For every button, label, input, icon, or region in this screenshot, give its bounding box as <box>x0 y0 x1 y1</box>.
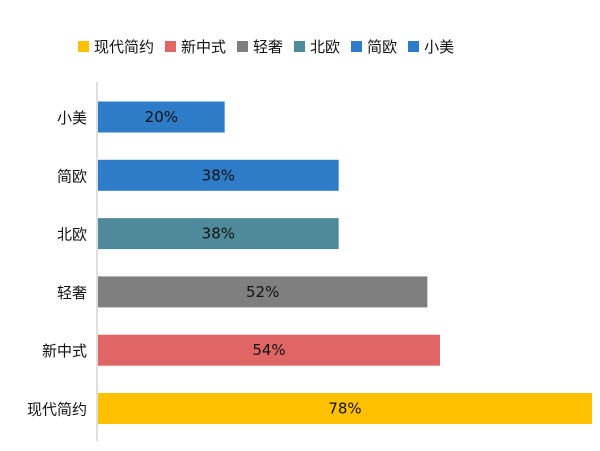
bar-value-label: 38% <box>202 225 235 243</box>
bar <box>98 159 339 191</box>
legend-swatch <box>294 41 306 52</box>
legend-item: 北欧 <box>294 36 340 57</box>
bar <box>98 276 428 308</box>
legend-label: 小美 <box>424 38 455 56</box>
legend-item: 新中式 <box>165 36 226 57</box>
legend-swatch <box>78 41 89 52</box>
category-tick-label: 新中式 <box>42 342 87 360</box>
bar <box>98 218 339 250</box>
legend-label: 北欧 <box>310 38 341 56</box>
legend-label: 简欧 <box>367 38 398 56</box>
category-tick-label: 简欧 <box>57 167 87 185</box>
bar <box>98 393 592 424</box>
legend-label: 轻奢 <box>253 38 284 56</box>
legend-item: 轻奢 <box>237 36 283 57</box>
category-tick-label: 北欧 <box>57 226 87 244</box>
bar-value-label: 54% <box>252 341 285 359</box>
bar-value-label: 78% <box>328 400 361 418</box>
bar <box>98 334 440 366</box>
legend-item: 小美 <box>408 36 454 57</box>
legend-item: 简欧 <box>351 36 397 57</box>
legend-swatch <box>351 41 363 52</box>
chart-legend: 现代简约 新中式 轻奢 北欧 简欧 小美 <box>78 36 598 57</box>
legend-swatch <box>408 41 420 52</box>
bar-value-label: 20% <box>145 108 178 126</box>
bar-value-label: 38% <box>202 166 235 184</box>
category-tick-label: 小美 <box>57 109 87 127</box>
bar-value-label: 52% <box>246 283 279 301</box>
category-tick-label: 现代简约 <box>27 401 87 419</box>
legend-label: 新中式 <box>181 38 227 56</box>
legend-label: 现代简约 <box>94 38 155 56</box>
bar <box>98 101 225 133</box>
legend-swatch <box>165 41 177 52</box>
legend-swatch <box>237 41 249 52</box>
category-tick-label: 轻奢 <box>57 284 87 302</box>
legend-item: 现代简约 <box>78 36 154 57</box>
